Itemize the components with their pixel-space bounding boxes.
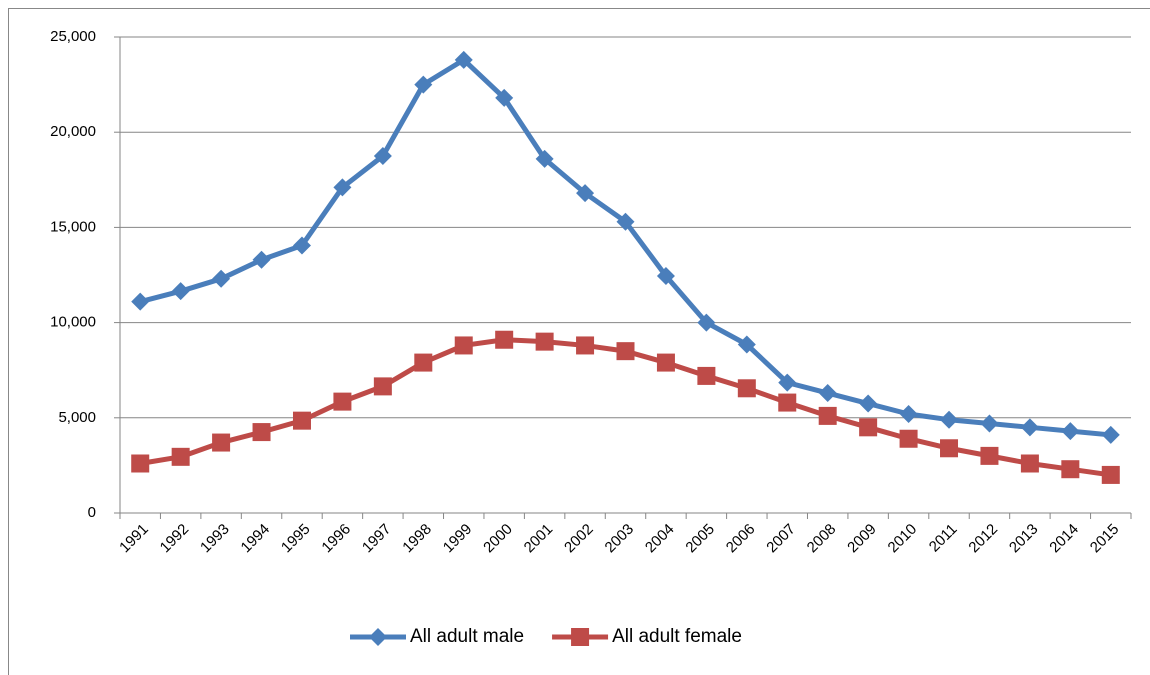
data-point (859, 394, 878, 413)
data-point (980, 414, 999, 433)
data-point (131, 454, 150, 473)
data-point (1101, 465, 1120, 484)
legend-label: All adult male (410, 626, 524, 647)
legend-marker (369, 628, 387, 646)
data-point (495, 330, 514, 349)
x-tick-label: 1994 (238, 521, 274, 557)
data-point (697, 366, 716, 385)
x-tick-label: 2015 (1087, 521, 1123, 557)
x-tick-label: 1992 (157, 521, 193, 557)
data-point (616, 212, 635, 231)
x-tick-label: 2003 (602, 521, 638, 557)
data-point (292, 236, 311, 255)
data-point (131, 292, 150, 311)
x-tick-label: 1991 (116, 521, 152, 557)
x-tick-label: 1998 (399, 521, 435, 557)
data-point (980, 446, 999, 465)
data-point (454, 50, 473, 69)
data-point (899, 429, 918, 448)
data-point (414, 75, 433, 94)
data-point (1101, 425, 1120, 444)
data-point (818, 384, 837, 403)
data-point (333, 392, 352, 411)
data-point (252, 423, 271, 442)
data-point (656, 353, 675, 372)
legend-label: All adult female (612, 626, 742, 647)
data-point (576, 336, 595, 355)
data-point (212, 269, 231, 288)
legend-marker (571, 628, 590, 646)
data-point (171, 447, 190, 466)
series-line (139, 57, 1112, 438)
x-tick-label: 1996 (318, 521, 354, 557)
data-point (535, 149, 554, 168)
y-tick-label: 0 (88, 504, 96, 521)
x-tick-label: 2004 (642, 521, 678, 557)
data-point (940, 410, 959, 429)
x-tick-label: 1995 (278, 521, 314, 557)
data-point (454, 336, 473, 355)
data-point (778, 373, 797, 392)
data-point (940, 439, 959, 458)
data-point (333, 178, 352, 197)
data-point (859, 418, 878, 437)
data-point (373, 147, 392, 165)
x-tick-label: 2006 (723, 521, 759, 557)
data-point (576, 184, 595, 203)
data-point (697, 313, 716, 332)
data-point (171, 282, 190, 301)
data-point (1061, 422, 1080, 441)
data-point (616, 342, 635, 361)
y-tick-label: 25,000 (50, 28, 96, 45)
data-point (737, 379, 756, 398)
x-tick-label: 2012 (965, 521, 1001, 557)
x-tick-label: 2002 (561, 521, 597, 557)
data-point (1020, 418, 1039, 437)
x-tick-label: 2010 (885, 521, 921, 557)
x-tick-label: 2008 (804, 521, 840, 557)
x-tick-label: 1999 (440, 521, 476, 557)
x-tick-label: 2013 (1006, 521, 1042, 557)
x-tick-label: 1997 (359, 521, 395, 557)
y-tick-label: 5,000 (58, 409, 96, 426)
data-point (778, 393, 797, 412)
data-point (292, 411, 311, 430)
data-point (1020, 454, 1039, 473)
x-tick-label: 2005 (682, 521, 718, 557)
x-tick-label: 2011 (926, 521, 961, 556)
data-point (373, 377, 392, 396)
y-tick-label: 10,000 (50, 314, 96, 331)
y-tick-label: 20,000 (50, 123, 96, 140)
x-tick-label: 2001 (521, 521, 557, 557)
data-point (1061, 460, 1080, 479)
data-point (252, 250, 271, 269)
y-tick-label: 15,000 (50, 218, 96, 235)
x-tick-label: 2014 (1046, 521, 1082, 557)
data-point (495, 88, 514, 107)
data-point (414, 353, 433, 372)
x-tick-label: 1993 (197, 521, 233, 557)
x-tick-label: 2000 (480, 521, 516, 557)
data-point (737, 335, 756, 354)
data-point (535, 332, 554, 351)
data-point (818, 406, 837, 425)
data-point (656, 266, 675, 285)
data-point (899, 404, 918, 423)
x-tick-label: 2009 (844, 521, 880, 557)
x-tick-label: 2007 (763, 521, 799, 557)
data-point (212, 433, 231, 452)
